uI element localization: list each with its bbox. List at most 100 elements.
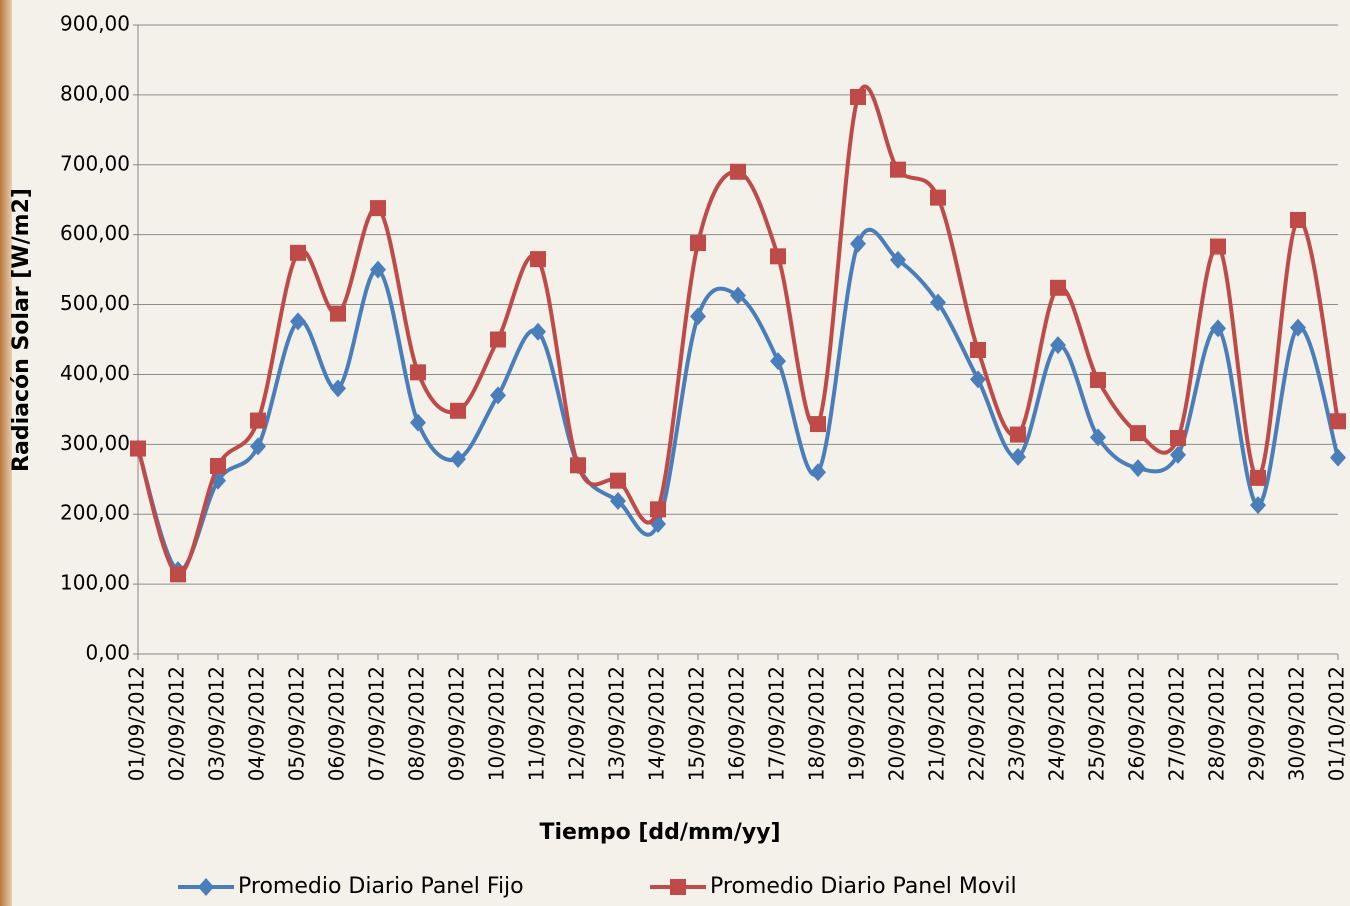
marker	[1330, 413, 1346, 430]
marker	[770, 248, 786, 265]
marker	[450, 402, 466, 419]
marker	[198, 878, 214, 896]
x-tick-label: 14/09/2012	[645, 666, 669, 781]
marker	[530, 322, 546, 341]
y-tick-label: 400,00	[60, 361, 130, 385]
marker	[330, 379, 346, 398]
x-tick-label: 30/09/2012	[1285, 666, 1309, 781]
x-tick-label: 12/09/2012	[565, 666, 589, 781]
marker	[890, 161, 906, 178]
x-axis-title: Tiempo [dd/mm/yy]	[539, 820, 780, 845]
marker	[370, 200, 386, 217]
marker	[1210, 319, 1226, 338]
marker	[1170, 430, 1186, 447]
marker	[1250, 469, 1266, 486]
marker	[1090, 428, 1106, 447]
marker	[210, 457, 226, 474]
marker	[410, 413, 426, 432]
marker	[690, 307, 706, 326]
marker	[1330, 448, 1346, 467]
marker	[490, 386, 506, 405]
marker	[250, 412, 266, 429]
marker	[770, 352, 786, 371]
marker	[530, 251, 546, 268]
marker	[1250, 496, 1266, 515]
marker	[490, 331, 506, 348]
x-tick-label: 08/09/2012	[405, 666, 429, 781]
x-tick-label: 16/09/2012	[725, 666, 749, 781]
marker	[1010, 447, 1026, 466]
y-tick-label: 800,00	[60, 81, 130, 105]
x-tick-label: 05/09/2012	[285, 666, 309, 781]
y-tick-label: 0,00	[85, 641, 130, 665]
marker	[1050, 336, 1066, 355]
marker	[330, 305, 346, 322]
marker	[930, 293, 946, 312]
x-tick-label: 13/09/2012	[605, 666, 629, 781]
y-tick-label: 900,00	[60, 12, 130, 36]
x-tick-label: 17/09/2012	[765, 666, 789, 781]
marker	[810, 416, 826, 433]
x-tick-label: 19/09/2012	[845, 666, 869, 781]
y-tick-label: 200,00	[60, 501, 130, 525]
marker	[690, 235, 706, 252]
marker	[890, 250, 906, 269]
marker	[1130, 459, 1146, 478]
legend-label: Promedio Diario Panel Fijo	[238, 874, 524, 899]
y-tick-label: 500,00	[60, 291, 130, 315]
y-tick-label: 700,00	[60, 151, 130, 175]
marker	[1290, 211, 1306, 228]
x-tick-label: 06/09/2012	[325, 666, 349, 781]
x-tick-label: 07/09/2012	[365, 666, 389, 781]
x-tick-label: 20/09/2012	[885, 666, 909, 781]
y-tick-label: 300,00	[60, 431, 130, 455]
marker	[1090, 372, 1106, 389]
marker	[170, 566, 186, 583]
x-tick-label: 21/09/2012	[925, 666, 949, 781]
x-tick-label: 09/09/2012	[445, 666, 469, 781]
x-tick-label: 24/09/2012	[1045, 666, 1069, 781]
x-tick-label: 18/09/2012	[805, 666, 829, 781]
x-tick-label: 26/09/2012	[1125, 666, 1149, 781]
legend-label: Promedio Diario Panel Movil	[710, 874, 1017, 899]
x-tick-label: 02/09/2012	[165, 666, 189, 781]
marker	[970, 341, 986, 358]
x-tick-label: 11/09/2012	[525, 666, 549, 781]
marker	[610, 472, 626, 489]
x-tick-label: 01/10/2012	[1325, 666, 1349, 781]
marker	[250, 437, 266, 456]
marker	[1290, 318, 1306, 337]
y-tick-label: 600,00	[60, 221, 130, 245]
y-axis-title: Radiacón Solar [W/m2]	[9, 188, 34, 472]
x-tick-label: 10/09/2012	[485, 666, 509, 781]
x-tick-label: 28/09/2012	[1205, 666, 1229, 781]
marker	[730, 286, 746, 305]
marker	[370, 260, 386, 279]
marker	[1010, 426, 1026, 443]
marker	[1210, 238, 1226, 255]
marker	[610, 491, 626, 510]
marker	[410, 364, 426, 381]
marker	[1050, 279, 1066, 296]
marker	[1130, 425, 1146, 442]
x-tick-label: 23/09/2012	[1005, 666, 1029, 781]
marker	[670, 879, 686, 895]
x-tick-label: 01/09/2012	[125, 666, 149, 781]
marker	[850, 234, 866, 253]
marker	[970, 370, 986, 389]
x-tick-label: 27/09/2012	[1165, 666, 1189, 781]
marker	[650, 501, 666, 518]
marker	[290, 244, 306, 261]
marker	[130, 440, 146, 457]
marker	[1170, 445, 1186, 464]
marker	[850, 88, 866, 105]
x-tick-label: 15/09/2012	[685, 666, 709, 781]
marker	[810, 463, 826, 482]
marker	[570, 457, 586, 474]
marker	[290, 312, 306, 331]
marker	[730, 163, 746, 180]
y-tick-label: 100,00	[60, 571, 130, 595]
x-tick-label: 25/09/2012	[1085, 666, 1109, 781]
marker	[450, 450, 466, 469]
